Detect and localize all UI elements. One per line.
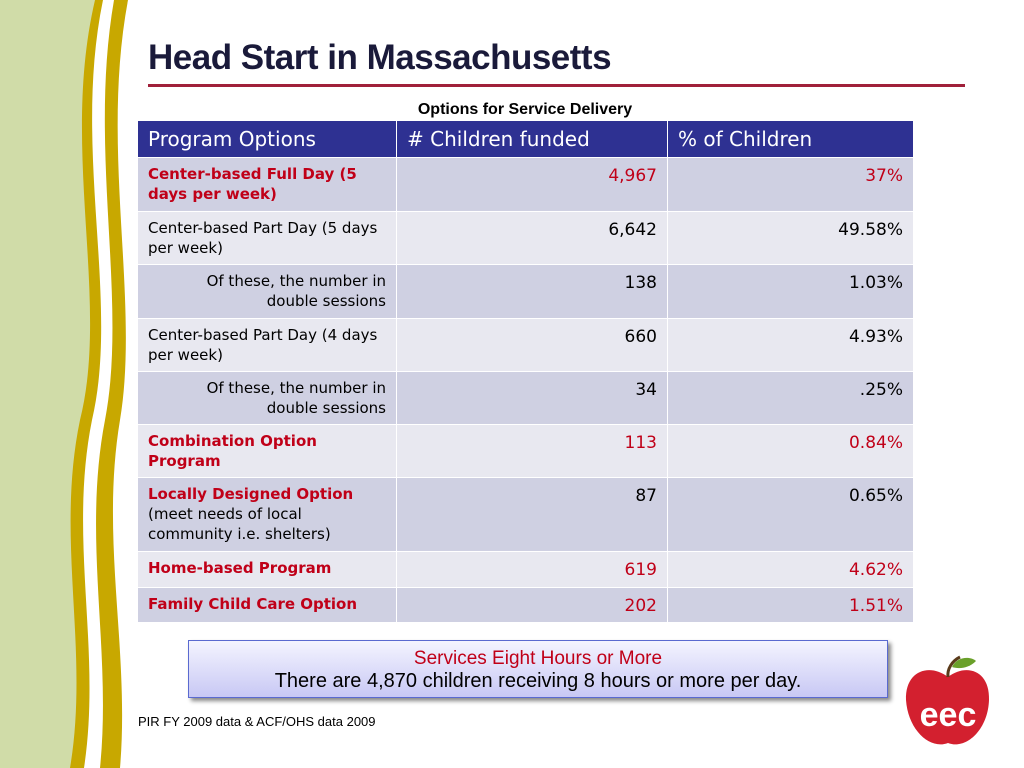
cell: 660: [396, 318, 668, 372]
cell: Center-based Part Day (4 days per week): [137, 318, 397, 372]
column-header: # Children funded: [396, 120, 668, 158]
row: Combination Option Program 113 0.84%: [137, 424, 914, 478]
cell: Family Child Care Option: [137, 587, 397, 623]
cell: Locally Designed Option (meet needs of lo…: [137, 477, 397, 552]
row: Of these, the number in double sessions 3…: [137, 371, 914, 425]
subtitle: Options for Service Delivery: [417, 101, 633, 118]
row: Locally Designed Option (meet needs of lo…: [137, 477, 914, 552]
row: Center-based Part Day (5 days per week) 6…: [137, 211, 914, 265]
cell: Of these, the number in double sessions: [137, 371, 397, 425]
callout-text: There are 4,870 children receiving 8 hou…: [274, 670, 802, 692]
source-note: PIR FY 2009 data & ACF/OHS data 2009: [138, 714, 376, 729]
cell: Center-based Full Day (5 days per week): [137, 157, 397, 212]
table: Program Options # Children funded% of Chi…: [137, 120, 914, 623]
cell: Center-based Part Day (5 days per week): [137, 211, 397, 265]
cell: 4.93%: [667, 318, 914, 372]
title-rule: [148, 84, 965, 87]
title: Head Start in Massachusetts: [148, 38, 612, 77]
callout: Services Eight Hours or More There are 4…: [188, 640, 888, 698]
cell: 619: [396, 551, 668, 588]
option-note: (meet needs of local community i.e. shel…: [148, 505, 331, 543]
column-header: Program Options: [137, 120, 397, 158]
row: Center-based Full Day (5 days per week) 4…: [137, 157, 914, 212]
cell: 113: [396, 424, 668, 478]
cell: 87: [396, 477, 668, 552]
cell: 1.51%: [667, 587, 914, 623]
cell: 6,642: [396, 211, 668, 265]
callout-heading: Services Eight Hours or More: [413, 648, 663, 669]
cell: Of these, the number in double sessions: [137, 264, 397, 319]
header-row: Program Options # Children funded% of Chi…: [137, 120, 914, 158]
row: Family Child Care Option 202 1.51%: [137, 587, 914, 623]
row: Home-based Program 619 4.62%: [137, 551, 914, 588]
cell: Combination Option Program: [137, 424, 397, 478]
column-header: % of Children: [667, 120, 914, 158]
logo: eec: [905, 655, 990, 745]
cell: 4,967: [396, 157, 668, 212]
cell: 49.58%: [667, 211, 914, 265]
cell: 138: [396, 264, 668, 319]
logo-text: eec: [920, 696, 977, 734]
cell: 37%: [667, 157, 914, 212]
option-name: Locally Designed Option: [148, 485, 354, 503]
side-decoration: [0, 0, 128, 768]
cell: 34: [396, 371, 668, 425]
cell: .25%: [667, 371, 914, 425]
cell: 0.84%: [667, 424, 914, 478]
cell: 4.62%: [667, 551, 914, 588]
cell: 202: [396, 587, 668, 623]
row: Center-based Part Day (4 days per week) 6…: [137, 318, 914, 372]
row: Of these, the number in double sessions 1…: [137, 264, 914, 319]
cell: 1.03%: [667, 264, 914, 319]
cell: Home-based Program: [137, 551, 397, 588]
cell: 0.65%: [667, 477, 914, 552]
